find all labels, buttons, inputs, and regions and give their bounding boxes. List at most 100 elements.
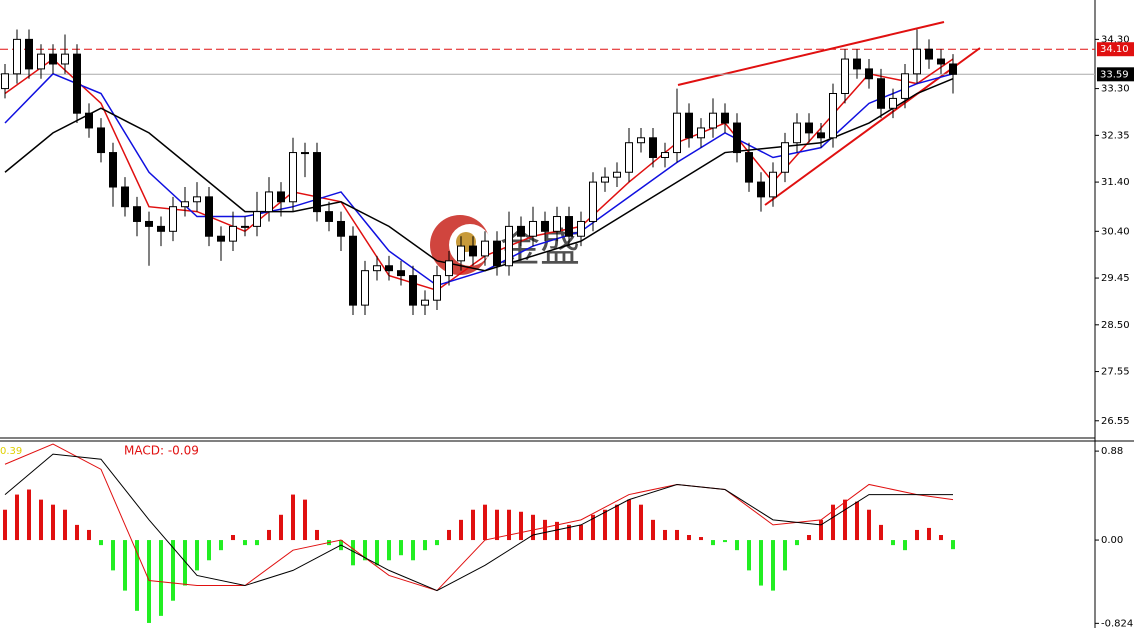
histogram-bar <box>291 494 295 541</box>
histogram-bar <box>879 524 883 541</box>
histogram-bar <box>135 540 139 611</box>
histogram-bar <box>495 509 499 541</box>
histogram-bar <box>531 514 535 541</box>
y-tick-label: 26.55 <box>1101 416 1130 427</box>
candle-body <box>949 63 957 75</box>
candle-body <box>229 225 237 242</box>
candle-body <box>505 225 513 267</box>
histogram-bar <box>363 540 367 561</box>
candle-body <box>37 53 45 70</box>
histogram-bar <box>255 540 259 546</box>
candle-body <box>193 196 201 203</box>
histogram-bar <box>927 527 931 541</box>
histogram-bar <box>507 509 511 541</box>
histogram-bar <box>231 535 235 541</box>
price-tag <box>1097 67 1134 82</box>
histogram-bar <box>351 540 355 566</box>
candle-body <box>493 240 501 267</box>
histogram-bar <box>195 540 199 571</box>
histogram-bar <box>159 540 163 616</box>
histogram-bar <box>387 540 391 561</box>
candle-body <box>421 299 429 306</box>
candle-body <box>373 265 381 272</box>
candle-body <box>301 152 309 155</box>
histogram-bar <box>15 494 19 541</box>
candle-body <box>73 53 81 114</box>
histogram-bar <box>759 540 763 586</box>
histogram-bar <box>639 504 643 541</box>
y-tick-label: 28.50 <box>1101 320 1130 331</box>
histogram-bar <box>843 499 847 541</box>
candle-body <box>253 211 261 227</box>
histogram-bar <box>651 519 655 541</box>
candle-body <box>97 127 105 154</box>
candle-body <box>613 171 621 178</box>
candle-body <box>553 216 561 232</box>
histogram-bar <box>735 540 739 551</box>
histogram-bar <box>627 499 631 541</box>
histogram-bar <box>147 540 151 623</box>
histogram-bar <box>243 540 247 546</box>
candle-body <box>121 186 129 208</box>
candle-body <box>805 122 813 134</box>
candle-body <box>433 275 441 301</box>
candle-body <box>877 78 885 109</box>
candle-body <box>709 112 717 129</box>
histogram-bar <box>39 499 43 541</box>
candle-body <box>133 206 141 222</box>
candle-body <box>589 181 597 222</box>
histogram-bar <box>915 529 919 541</box>
histogram-bar <box>867 509 871 541</box>
histogram-bar <box>279 514 283 541</box>
histogram-bar <box>783 540 787 571</box>
candle-body <box>793 122 801 144</box>
candle-body <box>913 48 921 75</box>
histogram-bar <box>615 504 619 541</box>
candle-body <box>109 152 117 188</box>
candle-body <box>889 97 897 109</box>
y-tick-label: -0.824 <box>1101 618 1133 628</box>
candle-body <box>25 38 33 70</box>
candle-body <box>925 48 933 60</box>
candle-body <box>13 38 21 75</box>
histogram-bar <box>315 529 319 541</box>
y-tick-label: 31.40 <box>1101 177 1130 188</box>
price-tag <box>1097 42 1134 57</box>
candle-body <box>745 152 753 183</box>
histogram-bar <box>591 514 595 541</box>
histogram-bar <box>63 509 67 541</box>
candle-body <box>817 132 825 139</box>
y-tick-label: 32.35 <box>1101 130 1130 141</box>
histogram-bar <box>99 540 103 546</box>
candle-body <box>673 112 681 154</box>
candle-body <box>313 152 321 213</box>
candle-body <box>277 191 285 203</box>
histogram-bar <box>951 540 955 550</box>
candle-body <box>409 275 417 306</box>
indicator-line <box>4 443 954 592</box>
candle-body <box>649 137 657 158</box>
candle-body <box>625 142 633 173</box>
candle-body <box>829 93 837 139</box>
indicator-line <box>4 453 953 592</box>
histogram-bar <box>399 540 403 556</box>
candle-body <box>769 171 777 198</box>
candle-body <box>49 53 57 65</box>
y-tick-label: 34.30 <box>1101 34 1130 45</box>
histogram-bar <box>51 504 55 541</box>
candle-body <box>685 112 693 139</box>
histogram-bar <box>903 540 907 551</box>
histogram-bar <box>123 540 127 591</box>
histogram-bar <box>183 540 187 586</box>
histogram-bar <box>579 524 583 541</box>
histogram-bar <box>795 540 799 546</box>
candle-body <box>637 137 645 144</box>
candle-body <box>265 191 273 213</box>
candle-body <box>565 216 573 237</box>
histogram-bar <box>207 540 211 561</box>
indicator-value: 0.39 <box>0 446 22 457</box>
candle-body <box>85 112 93 129</box>
histogram-bar <box>87 529 91 541</box>
